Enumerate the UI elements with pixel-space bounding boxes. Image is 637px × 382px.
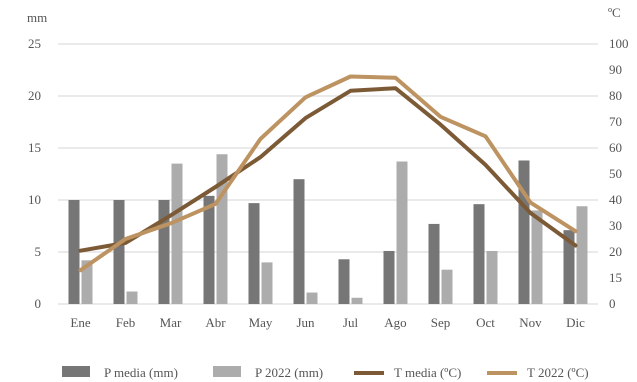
bar — [473, 204, 485, 304]
bar — [486, 250, 498, 304]
bar — [216, 154, 228, 304]
x-tick-label: Ene — [70, 315, 90, 330]
temperature-lines — [78, 74, 578, 273]
x-tick-label: Dic — [566, 315, 585, 330]
bar — [306, 292, 318, 304]
y-left-tick-label: 0 — [35, 296, 42, 311]
y-left-tick-label: 10 — [28, 192, 41, 207]
bar — [351, 297, 363, 304]
legend-swatch — [62, 366, 90, 377]
y-right-tick-label: 15 — [609, 270, 622, 285]
bar — [158, 200, 170, 304]
y-right-tick-label: 50 — [609, 166, 622, 181]
bar — [293, 179, 305, 304]
bar — [518, 160, 530, 304]
bar — [81, 260, 93, 304]
y-right-tick-label: 70 — [609, 114, 622, 129]
line-series — [78, 74, 578, 273]
y-right-tick-label: 80 — [609, 88, 622, 103]
bar — [113, 200, 125, 304]
line-series — [78, 86, 578, 253]
x-tick-label: Jul — [343, 315, 359, 330]
bars — [68, 154, 588, 304]
bar — [576, 206, 588, 304]
y-right-tick-label: 90 — [609, 62, 622, 77]
y-left-tick-label: 25 — [28, 36, 41, 51]
x-tick-label: Mar — [160, 315, 182, 330]
legend-swatch — [213, 366, 241, 377]
bar — [441, 269, 453, 304]
y-right-tick-label: 20 — [609, 244, 622, 259]
y-left-tick-label: 15 — [28, 140, 41, 155]
y-axis-right-unit: ºC — [608, 5, 621, 20]
y-right-tick-label: 0 — [609, 296, 616, 311]
x-tick-label: Oct — [476, 315, 495, 330]
y-axis-left-unit: mm — [27, 10, 47, 25]
x-tick-label: Nov — [519, 315, 542, 330]
y-right-tick-label: 40 — [609, 192, 622, 207]
y-axis-left: 0 5 10 15 20 25 — [28, 36, 41, 311]
x-tick-label: May — [249, 315, 273, 330]
bar — [248, 203, 260, 304]
bar — [531, 210, 543, 304]
bar — [203, 195, 215, 304]
y-left-tick-label: 20 — [28, 88, 41, 103]
y-left-tick-label: 5 — [35, 244, 42, 259]
legend-label: P media (mm) — [104, 365, 178, 380]
y-right-tick-label: 100 — [609, 36, 629, 51]
bar — [383, 250, 395, 304]
x-tick-label: Abr — [205, 315, 226, 330]
y-right-tick-label: 60 — [609, 140, 622, 155]
bar — [563, 230, 575, 304]
bar — [261, 262, 273, 304]
x-tick-label: Jun — [296, 315, 315, 330]
x-axis: Ene Feb Mar Abr May Jun Jul Ago Sep Oct Nov Dic — [70, 315, 585, 330]
x-tick-label: Sep — [431, 315, 451, 330]
y-axis-right: 0 15 20 30 40 50 60 70 80 90 100 — [609, 36, 629, 311]
legend-label: T media (ºC) — [394, 365, 461, 380]
y-right-tick-label: 30 — [609, 218, 622, 233]
x-tick-label: Feb — [116, 315, 136, 330]
bar — [126, 291, 138, 304]
legend-label: T 2022 (ºC) — [527, 365, 589, 380]
legend-label: P 2022 (mm) — [255, 365, 323, 380]
bar — [396, 161, 408, 304]
bar — [171, 163, 183, 304]
gridlines — [58, 43, 598, 305]
legend: P media (mm) P 2022 (mm) T media (ºC) T 202… — [62, 365, 589, 380]
bar — [428, 223, 440, 304]
bar — [338, 259, 350, 304]
x-tick-label: Ago — [384, 315, 406, 330]
bar — [68, 200, 80, 304]
